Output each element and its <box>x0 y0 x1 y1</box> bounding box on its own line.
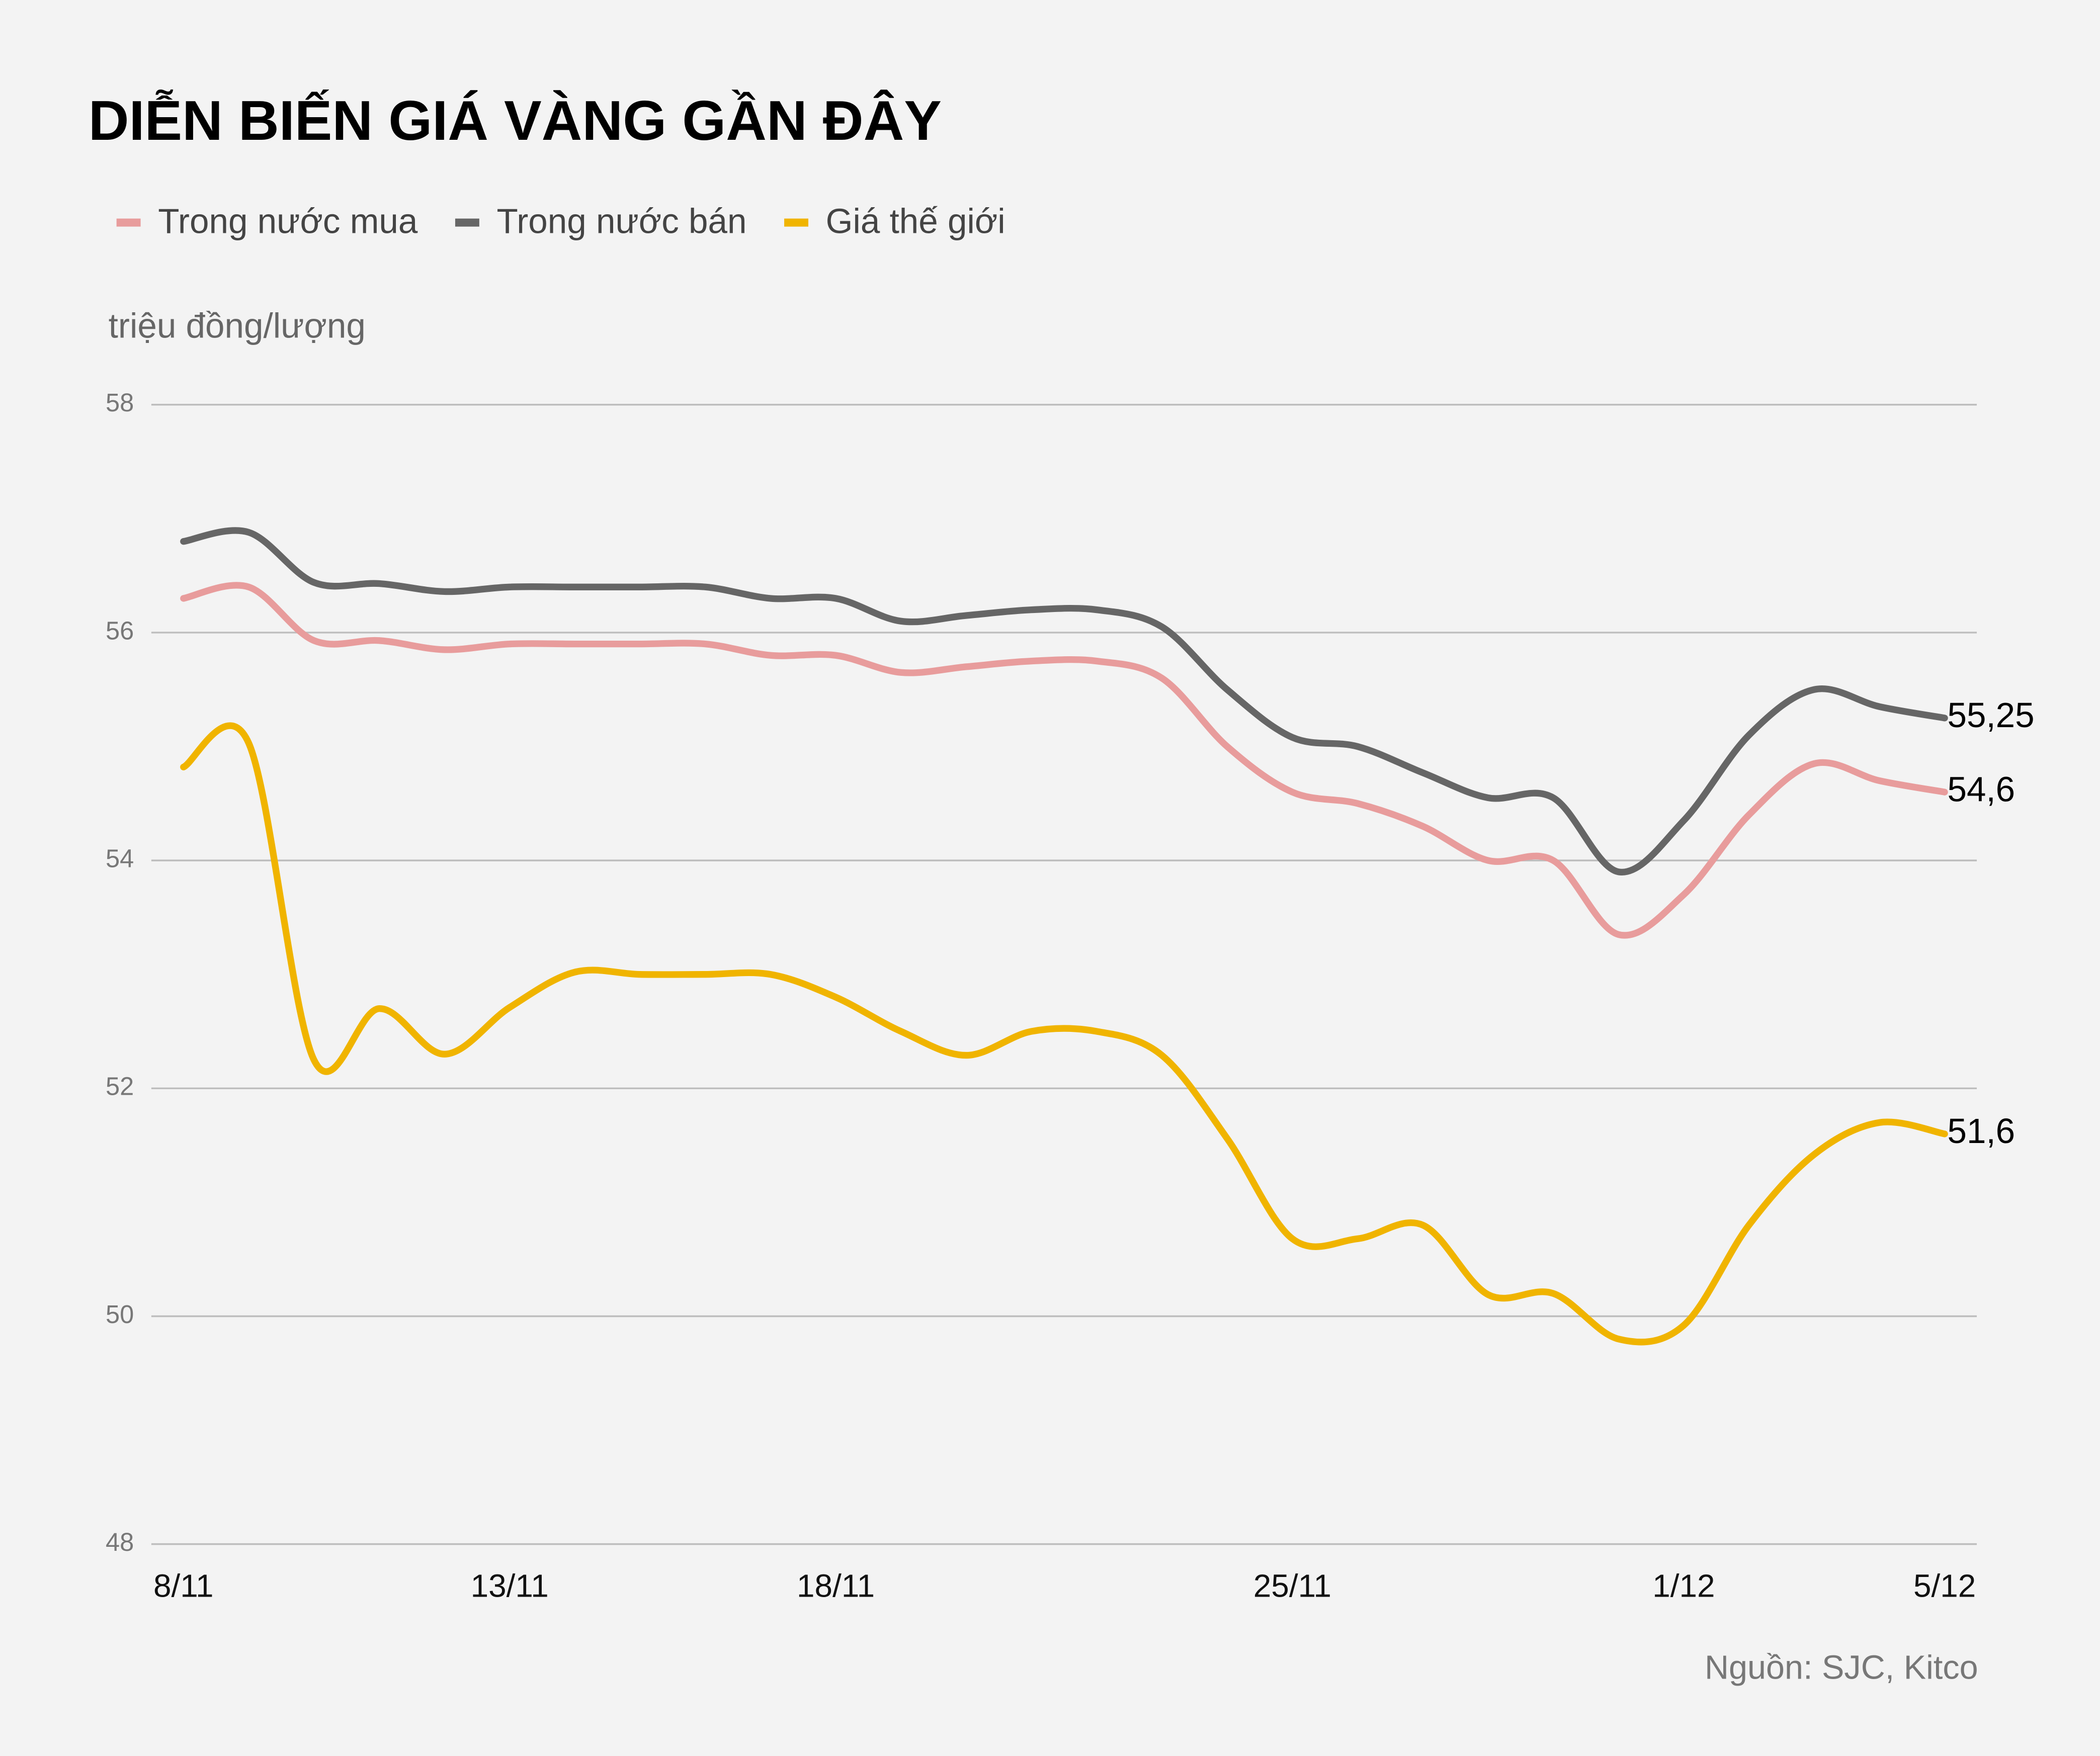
y-tick-label: 54 <box>106 844 134 872</box>
y-axis-label: triệu đồng/lượng <box>109 306 366 345</box>
chart-title: DIỄN BIẾN GIÁ VÀNG GẦN ĐÂY <box>89 89 942 152</box>
value-label: 55,25 <box>1947 695 2034 735</box>
y-tick-label: 50 <box>106 1300 134 1329</box>
source: Nguồn: SJC, Kitco <box>1705 1649 1978 1687</box>
series-line <box>180 527 1948 875</box>
x-tick-label: 13/11 <box>471 1567 549 1604</box>
value-label: 54,6 <box>1947 769 2015 809</box>
y-tick-label: 58 <box>106 388 134 417</box>
series-line <box>180 582 1948 939</box>
legend-label: Trong nước mua <box>158 202 418 241</box>
x-tick-label: 25/11 <box>1253 1567 1331 1604</box>
x-tick-label: 18/11 <box>797 1567 875 1604</box>
legend-label: Trong nước bán <box>496 202 746 241</box>
value-label: 51,6 <box>1947 1111 2015 1151</box>
y-tick-label: 48 <box>106 1528 134 1556</box>
y-tick-label: 56 <box>106 616 134 645</box>
x-tick-label: 1/12 <box>1652 1567 1715 1604</box>
x-tick-label: 5/12 <box>1913 1567 1976 1604</box>
y-tick-label: 52 <box>106 1072 134 1101</box>
series-line <box>180 722 1948 1346</box>
legend-label: Giá thế giới <box>826 202 1005 241</box>
x-tick-label: 8/11 <box>153 1567 214 1604</box>
